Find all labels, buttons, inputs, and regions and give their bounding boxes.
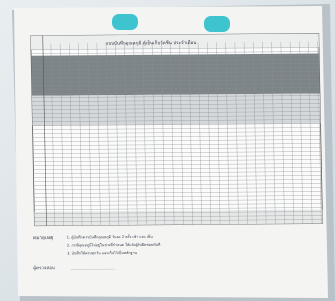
light-band — [32, 93, 321, 125]
table-grid — [31, 33, 323, 225]
photo: แบบบันทึกอุณหภูมิ ตู้เย็นเก็บวัคซีน ประจ… — [0, 0, 335, 301]
signature-label: ผู้ตรวจสอบ — [33, 265, 55, 271]
binder-clip — [112, 14, 138, 30]
binder-clip — [204, 16, 230, 32]
notes-label: หมายเหตุ — [33, 235, 54, 241]
